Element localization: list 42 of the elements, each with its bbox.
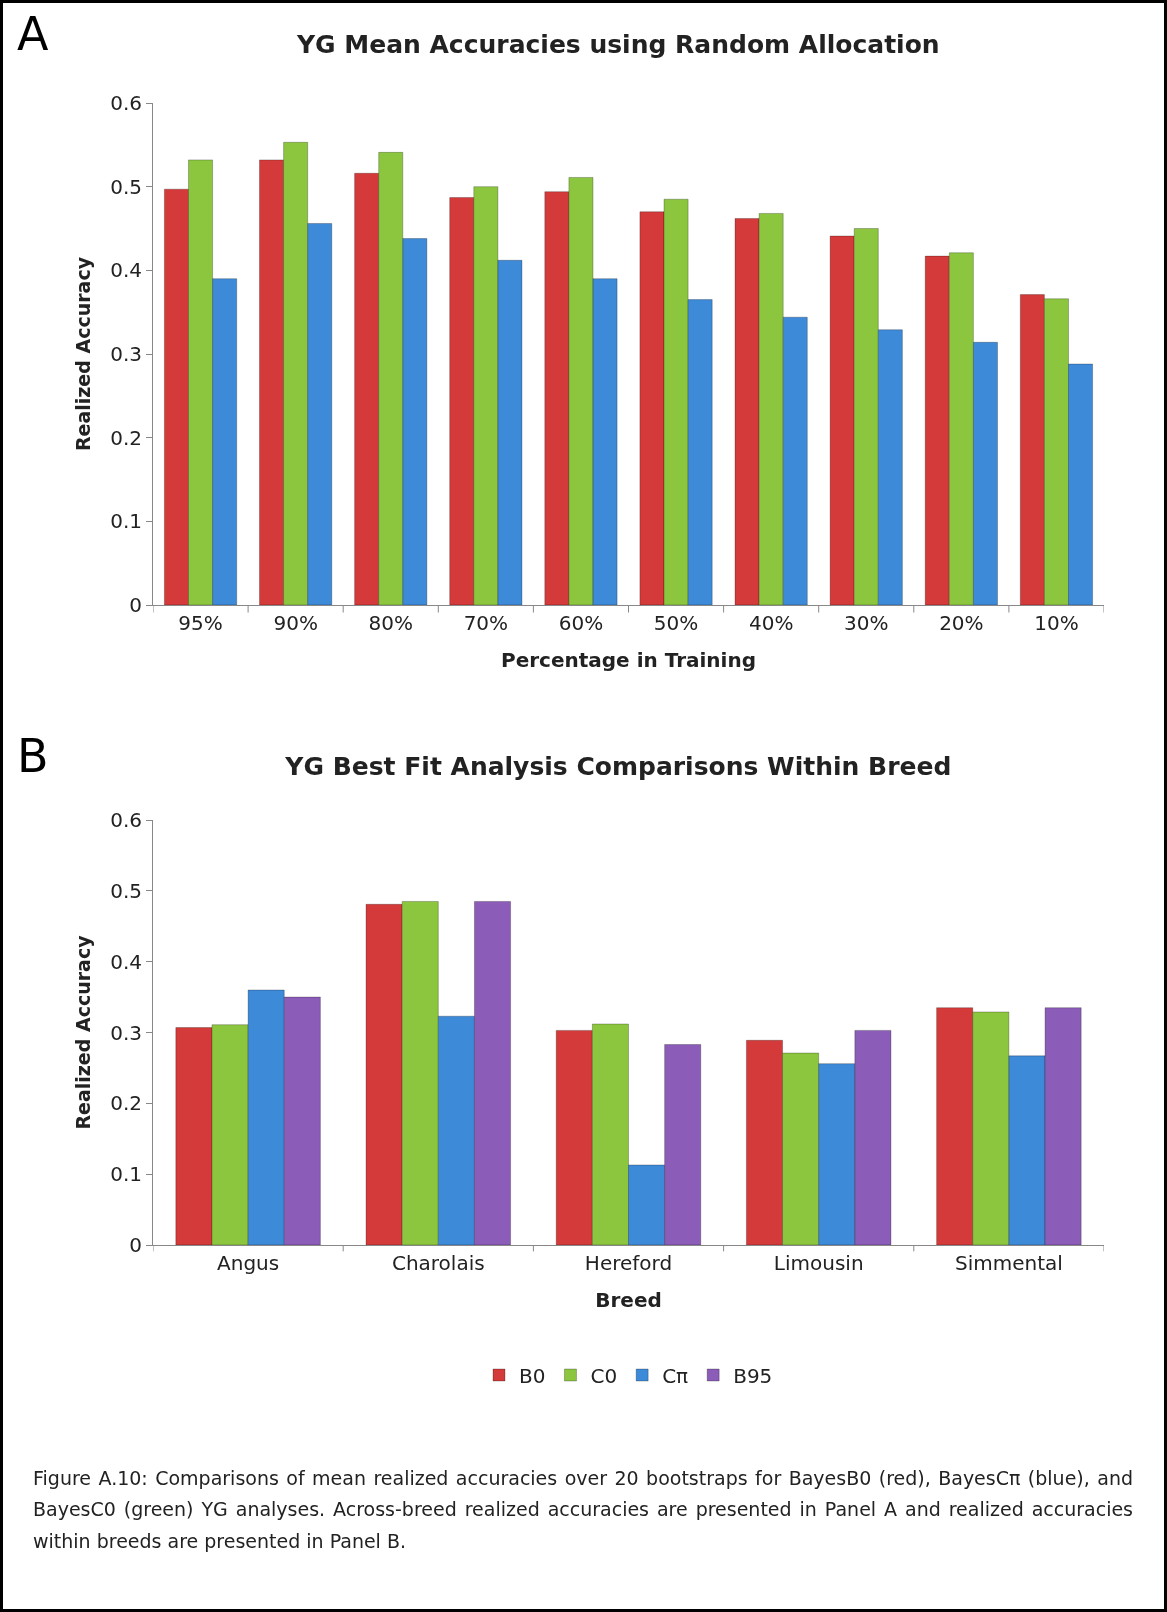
x-tick-label: 40% [748, 611, 794, 635]
y-tick-label: 0.6 [110, 808, 142, 832]
x-tick-label: Limousin [773, 1251, 864, 1275]
x-tick-label: 90% [273, 611, 318, 635]
text: A [17, 7, 49, 61]
x-tick-label: 60% [558, 611, 604, 635]
y-tick-label: 0.3 [110, 1020, 142, 1045]
x-axis-title: Breed [595, 1287, 662, 1312]
y-tick-label: 0.1 [110, 1162, 142, 1187]
legend-label: B0 [519, 1363, 546, 1388]
y-tick-label: 0.4 [110, 258, 142, 283]
text: B [17, 729, 49, 783]
x-axis-title: Percentage in Training [500, 647, 757, 672]
legend-label: B95 [733, 1363, 773, 1388]
y-tick-label: 0.3 [110, 342, 142, 366]
y-tick-label: 0.5 [110, 878, 142, 903]
x-tick-label: 50% [653, 611, 699, 635]
x-tick-label: Hereford [584, 1251, 673, 1275]
chart-title: YG Best Fit Analysis Comparisons Within Breed [284, 751, 952, 781]
x-tick-label: Angus [217, 1251, 280, 1275]
y-tick-label: 0.1 [110, 509, 142, 534]
y-tick-label: 0.6 [110, 91, 142, 115]
x-tick-label: 20% [939, 611, 984, 635]
x-tick-label: 30% [844, 611, 889, 635]
chart-title: YG Mean Accuracies using Random Allocation [295, 29, 940, 59]
legend-label: Cπ [662, 1363, 689, 1388]
x-tick-label: Simmental [954, 1251, 1063, 1275]
y-axis-title: Realized Accuracy [72, 934, 95, 1130]
x-tick-label: 95% [178, 611, 223, 635]
y-tick-label: 0.2 [110, 425, 142, 450]
y-axis-title: Realized Accuracy [72, 256, 95, 452]
x-tick-label: Charolais [391, 1251, 485, 1275]
text: Figure A.10: Comparisons of mean realized accuracies over 20 bootstraps for BayesB0 (red), BayesCπ (blue), and BayesC0 (green) YG analyses. Across-breed realized accuracies are presented in Panel A and realized accuracies within breeds are presented in Panel B. [33, 1466, 1133, 1554]
legend-label: C0 [590, 1363, 618, 1388]
y-tick-label: 0.4 [110, 949, 142, 974]
y-tick-label: 0 [129, 593, 142, 617]
x-tick-label: 80% [368, 611, 413, 635]
y-tick-label: 0.5 [110, 174, 142, 199]
x-tick-label: 10% [1034, 611, 1079, 635]
x-tick-label: 70% [463, 611, 509, 635]
y-tick-label: 0.2 [110, 1091, 142, 1116]
y-tick-label: 0 [129, 1233, 142, 1257]
